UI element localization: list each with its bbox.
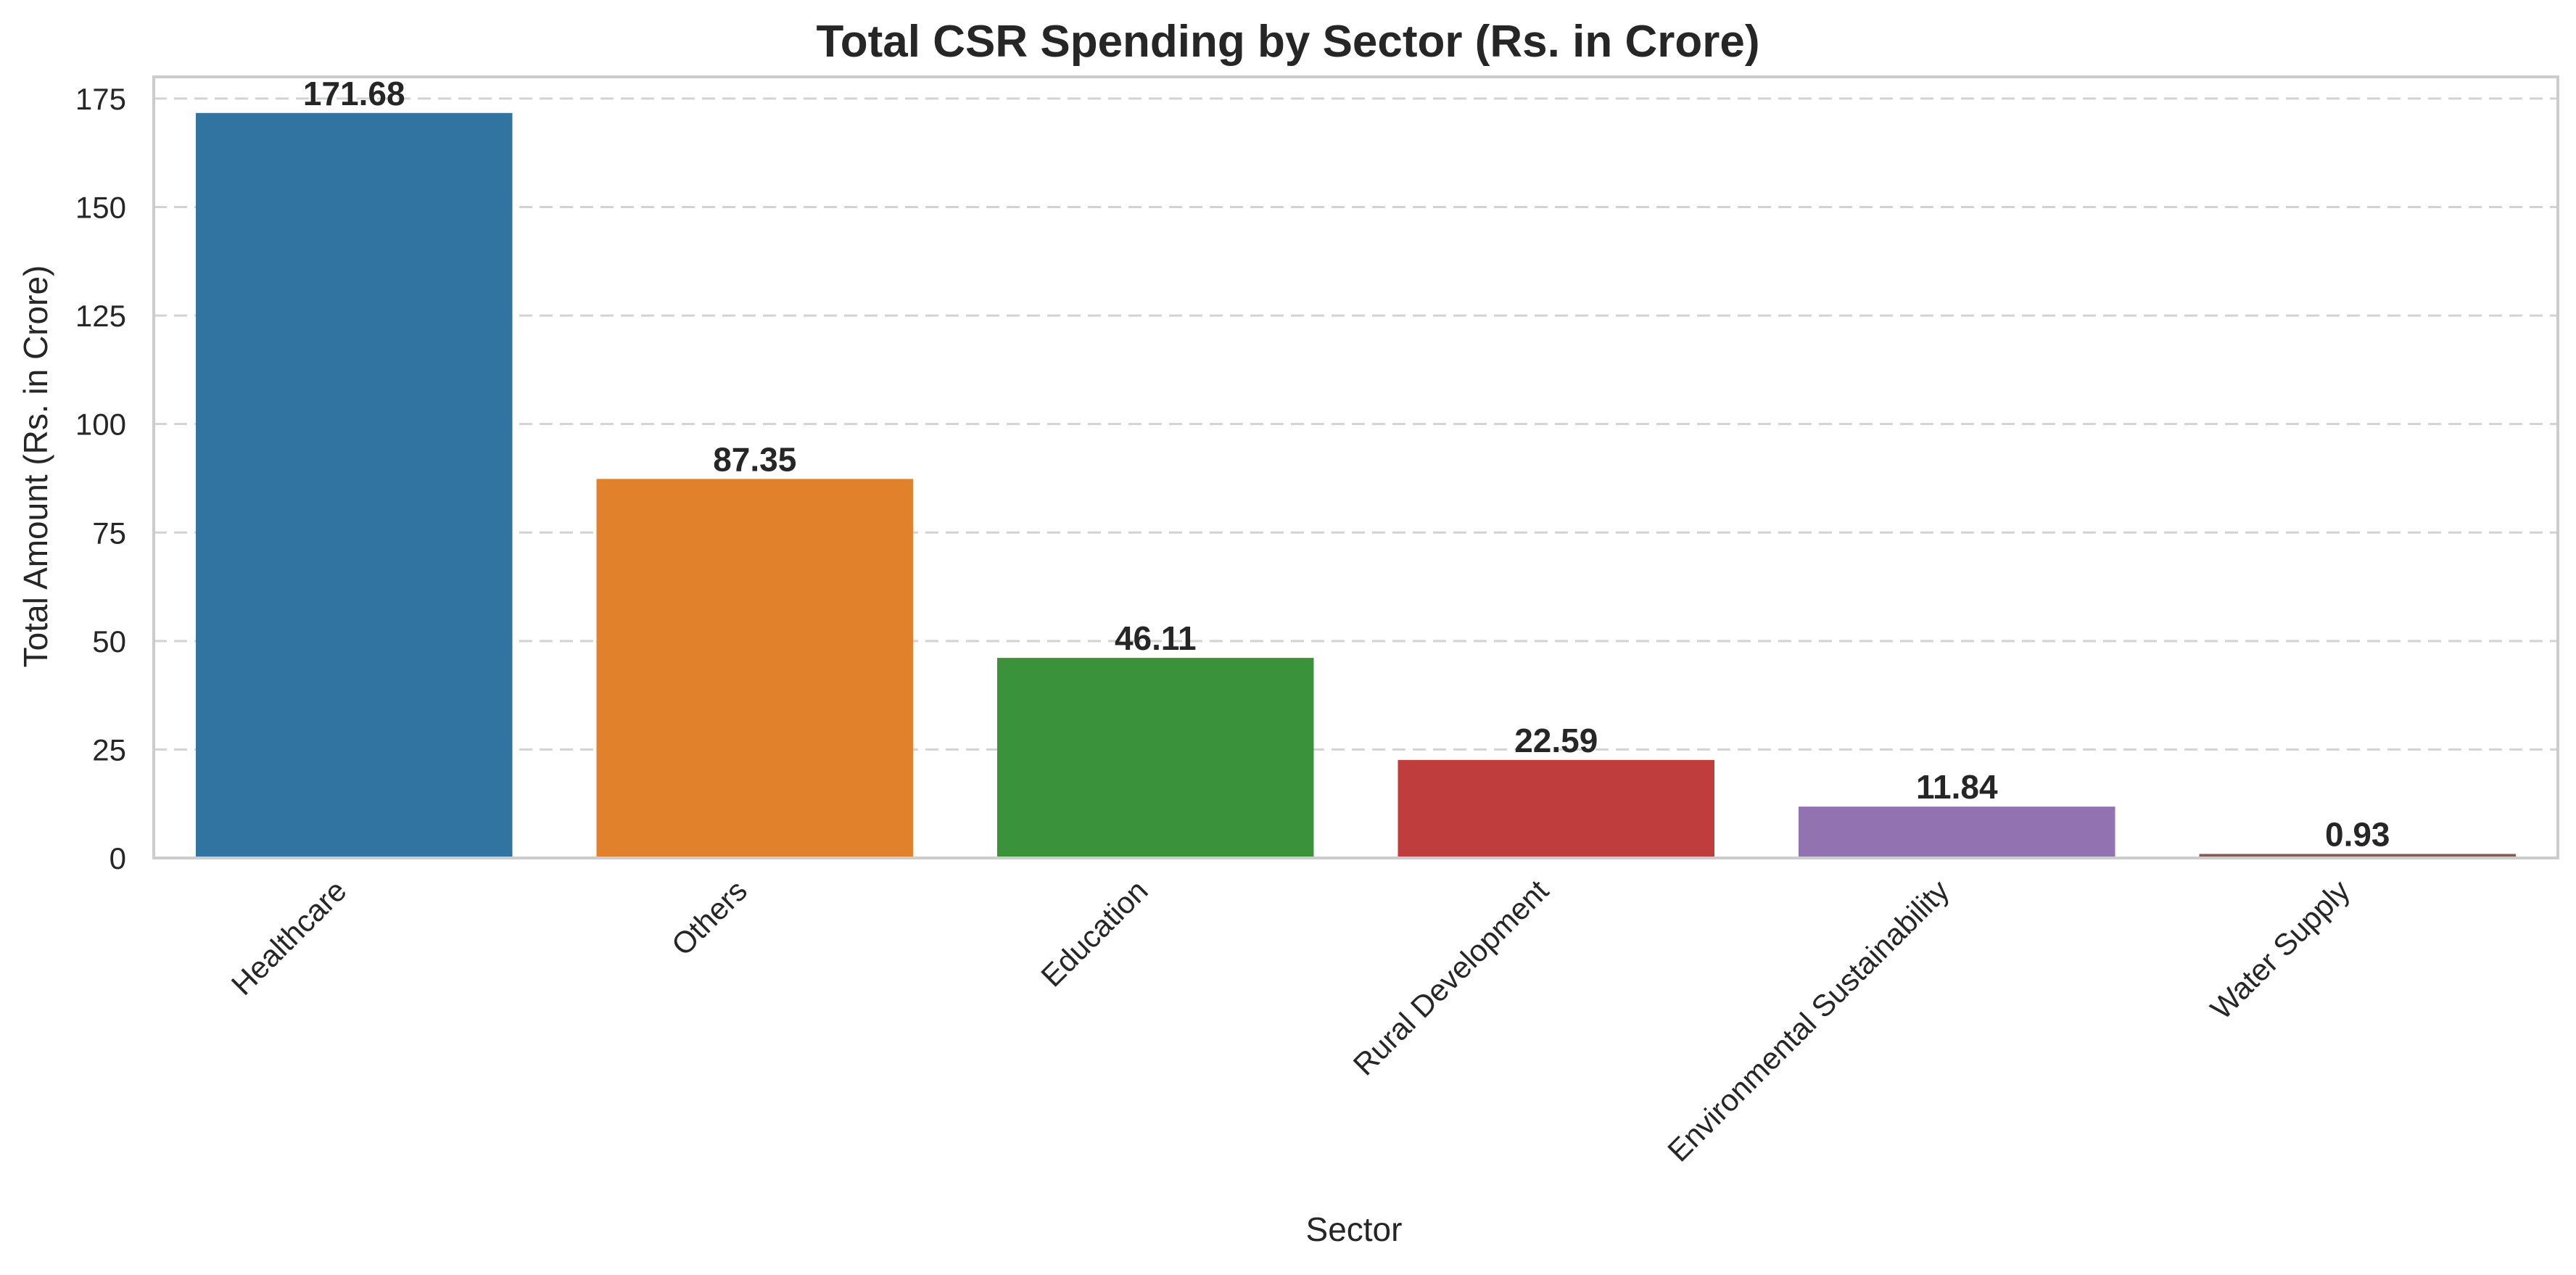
data-label: 0.93	[2325, 815, 2390, 853]
y-tick-label: 0	[110, 841, 126, 875]
y-tick-label: 150	[75, 191, 126, 225]
bars	[196, 112, 2516, 858]
y-tick-label: 25	[92, 733, 126, 767]
bar-education	[997, 658, 1314, 858]
data-label: 87.35	[713, 440, 796, 478]
x-tick-label: Water Supply	[2204, 873, 2356, 1026]
y-axis-ticks: 0 25 50 75 100 125 150 175	[75, 82, 126, 875]
x-tick-label: Healthcare	[225, 873, 353, 1002]
data-labels: 171.68 87.35 46.11 22.59 11.84 0.93	[303, 75, 2390, 854]
x-axis-label: Sector	[1306, 1210, 1403, 1248]
data-label: 171.68	[303, 75, 405, 112]
plot-frame	[152, 75, 2559, 859]
y-tick-label: 75	[92, 516, 126, 550]
data-label: 46.11	[1115, 619, 1197, 657]
bar-rural-development	[1398, 759, 1714, 858]
chart-title: Total CSR Spending by Sector (Rs. in Cro…	[817, 17, 1760, 67]
y-tick-label: 100	[75, 408, 126, 442]
bar-environmental-sustainability	[1799, 806, 2115, 858]
data-label: 11.84	[1916, 768, 1998, 806]
gridlines	[154, 97, 2558, 751]
bar-healthcare	[196, 112, 513, 858]
y-tick-label: 50	[92, 624, 126, 659]
x-tick-label: Education	[1034, 873, 1154, 993]
x-tick-label: Environmental Sustainability	[1661, 873, 1955, 1168]
x-axis-ticks: Healthcare Others Education Rural Developme…	[225, 873, 2356, 1168]
y-tick-label: 125	[75, 299, 126, 333]
data-label: 22.59	[1514, 722, 1598, 759]
bar-others	[596, 479, 913, 858]
x-tick-label: Rural Development	[1347, 873, 1556, 1082]
y-tick-label: 175	[75, 82, 126, 116]
y-axis-label: Total Amount (Rs. in Crore)	[17, 265, 54, 668]
bar-water-supply	[2199, 854, 2516, 858]
x-tick-label: Others	[665, 873, 754, 962]
